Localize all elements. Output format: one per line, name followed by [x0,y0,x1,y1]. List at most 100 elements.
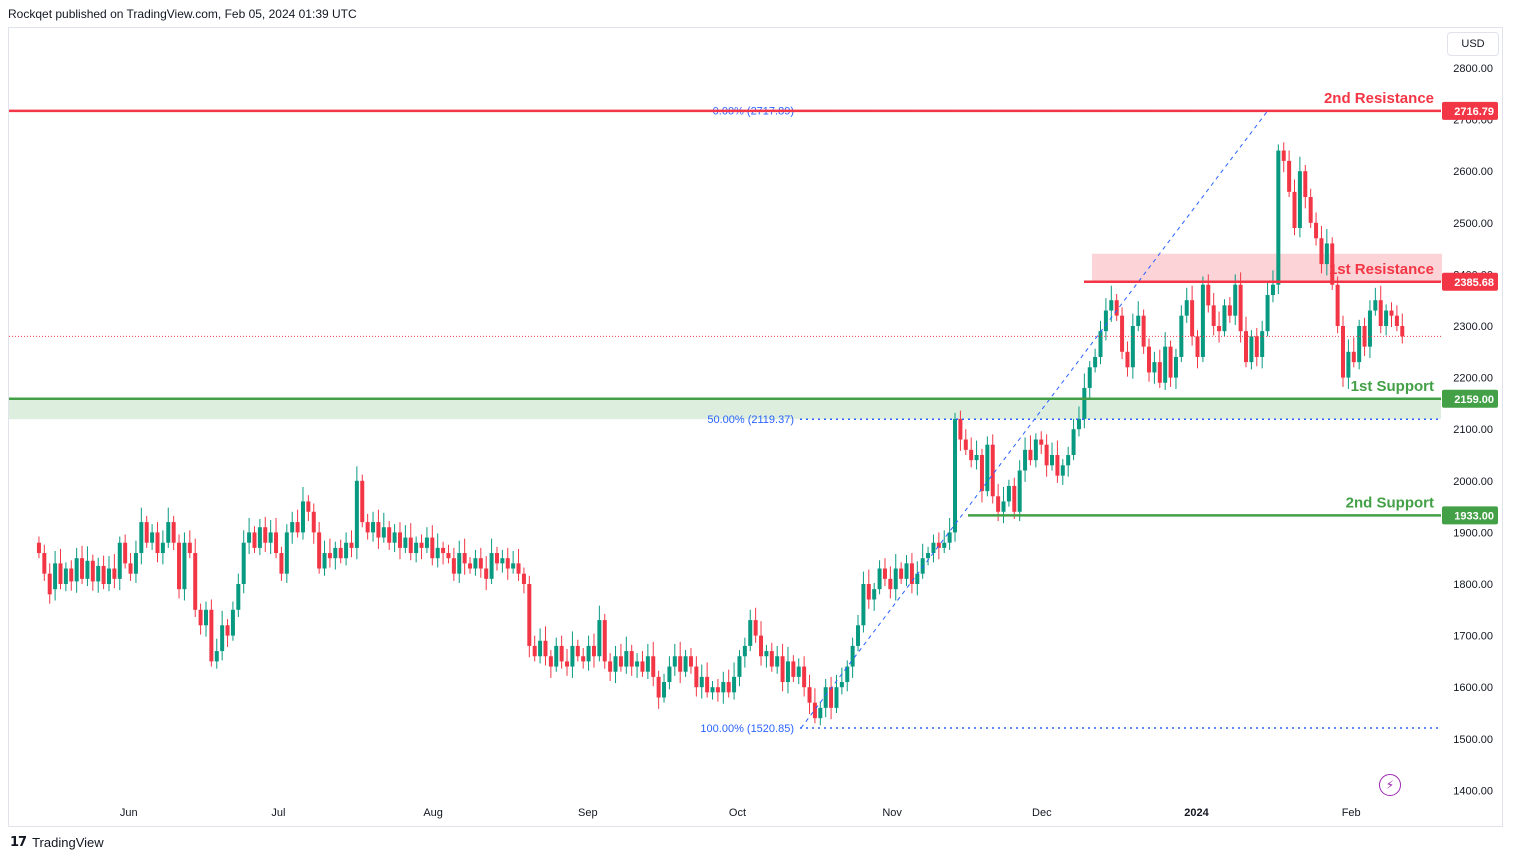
candle-body[interactable] [344,542,349,559]
candle-body[interactable] [230,609,235,636]
candle-body[interactable] [699,676,704,688]
candle-body[interactable] [80,558,85,579]
candle-body[interactable] [958,418,963,440]
candle-body[interactable] [1103,310,1108,332]
candle-body[interactable] [300,501,305,533]
candle-body[interactable] [247,532,252,543]
candle-body[interactable] [818,707,823,719]
candle-body[interactable] [543,640,548,657]
candle-body[interactable] [1217,326,1222,332]
candle-body[interactable] [1341,326,1346,378]
candle-body[interactable] [279,553,284,574]
candle-body[interactable] [877,568,882,590]
candle-body[interactable] [1362,326,1367,347]
candle-body[interactable] [861,584,866,626]
candle-body[interactable] [963,439,968,450]
candle-body[interactable] [839,682,844,688]
candle-body[interactable] [516,563,521,574]
candle-body[interactable] [893,568,898,590]
candle-body[interactable] [403,537,408,548]
candle-body[interactable] [1200,284,1205,357]
candle-body[interactable] [527,584,532,646]
candle-body[interactable] [317,532,322,569]
candle-body[interactable] [721,682,726,693]
candle-body[interactable] [311,511,316,533]
candle-body[interactable] [834,687,839,708]
candle-body[interactable] [69,568,74,582]
candle-body[interactable] [1136,315,1141,326]
candle-body[interactable] [225,625,230,636]
candle-body[interactable] [715,687,720,693]
candle-body[interactable] [1400,326,1405,337]
candle-body[interactable] [597,620,602,657]
candle-body[interactable] [220,625,225,652]
candle-body[interactable] [1227,305,1232,316]
candle-body[interactable] [171,522,176,543]
candle-body[interactable] [1222,305,1227,332]
candle-body[interactable] [990,444,995,497]
candle-body[interactable] [667,666,672,683]
candle-body[interactable] [160,542,165,554]
candle-body[interactable] [494,553,499,564]
candle-body[interactable] [1071,429,1076,455]
candle-body[interactable] [268,532,273,543]
candle-body[interactable] [435,547,440,559]
candle-body[interactable] [1066,455,1071,466]
candle-body[interactable] [322,553,327,569]
candle-body[interactable] [909,563,914,584]
candle-body[interactable] [209,609,214,662]
candle-body[interactable] [58,563,63,584]
candle-body[interactable] [446,553,451,559]
candle-body[interactable] [672,656,677,667]
candle-body[interactable] [376,522,381,538]
candle-body[interactable] [823,687,828,708]
candle-body[interactable] [872,589,877,600]
candle-body[interactable] [360,480,365,523]
candle-body[interactable] [1389,310,1394,316]
candle-body[interactable] [1281,150,1286,161]
candle-body[interactable] [1168,346,1173,378]
candle-body[interactable] [618,656,623,667]
candle-body[interactable] [257,527,262,548]
candle-body[interactable] [635,661,640,667]
candle-body[interactable] [1324,243,1329,265]
candle-body[interactable] [1023,449,1028,471]
candle-body[interactable] [586,645,591,662]
candle-body[interactable] [193,553,198,610]
candle-body[interactable] [473,558,478,569]
candle-body[interactable] [591,645,596,657]
candle-body[interactable] [802,666,807,688]
candle-body[interactable] [484,568,489,579]
candle-body[interactable] [1206,284,1211,306]
candle-body[interactable] [430,537,435,559]
candle-body[interactable] [177,542,182,590]
candle-body[interactable] [457,553,462,574]
candle-body[interactable] [532,645,537,657]
candle-body[interactable] [764,651,769,657]
candle-body[interactable] [1093,356,1098,368]
candle-body[interactable] [53,563,58,590]
candle-body[interactable] [1152,362,1157,373]
candle-body[interactable] [1335,284,1340,326]
currency-selector[interactable]: USD [1447,32,1499,56]
candle-body[interactable] [1308,197,1313,223]
candle-body[interactable] [182,542,187,590]
candle-body[interactable] [1028,449,1033,461]
candle-body[interactable] [462,553,467,564]
candle-body[interactable] [478,558,483,569]
candle-body[interactable] [850,645,855,667]
candle-body[interactable] [856,625,861,646]
candle-body[interactable] [1330,243,1335,285]
candle-body[interactable] [511,563,516,569]
candle-body[interactable] [150,532,155,543]
candle-body[interactable] [1367,310,1372,347]
candle-body[interactable] [236,584,241,610]
candle-body[interactable] [947,532,952,543]
candle-body[interactable] [424,537,429,548]
candle-body[interactable] [953,418,958,533]
candle-body[interactable] [290,522,295,533]
candle-body[interactable] [85,560,90,579]
candle-body[interactable] [284,532,289,574]
candle-body[interactable] [1303,171,1308,197]
candle-body[interactable] [1195,336,1200,357]
